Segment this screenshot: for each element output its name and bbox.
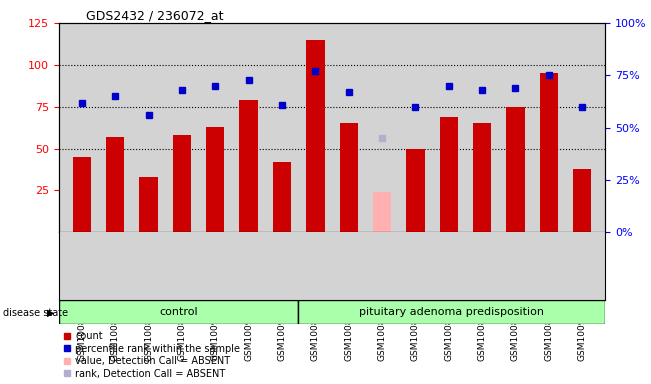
Bar — [106, 137, 124, 232]
Text: ▶: ▶ — [46, 308, 54, 318]
Bar — [306, 40, 324, 232]
Bar — [298, 300, 605, 324]
Bar — [340, 124, 358, 232]
Bar — [573, 169, 591, 232]
Bar — [273, 162, 291, 232]
Bar — [506, 107, 525, 232]
Bar — [540, 73, 558, 232]
Bar — [373, 192, 391, 232]
Bar — [473, 124, 492, 232]
Legend: count, percentile rank within the sample, value, Detection Call = ABSENT, rank, : count, percentile rank within the sample… — [63, 331, 240, 379]
Text: pituitary adenoma predisposition: pituitary adenoma predisposition — [359, 307, 544, 317]
Bar — [59, 300, 298, 324]
Bar — [139, 177, 158, 232]
Text: GDS2432 / 236072_at: GDS2432 / 236072_at — [86, 9, 223, 22]
Bar — [173, 135, 191, 232]
Bar — [439, 117, 458, 232]
Text: control: control — [159, 307, 197, 317]
Bar — [206, 127, 225, 232]
Bar — [73, 157, 91, 232]
Bar — [240, 100, 258, 232]
Bar — [406, 149, 424, 232]
Text: disease state: disease state — [3, 308, 68, 318]
